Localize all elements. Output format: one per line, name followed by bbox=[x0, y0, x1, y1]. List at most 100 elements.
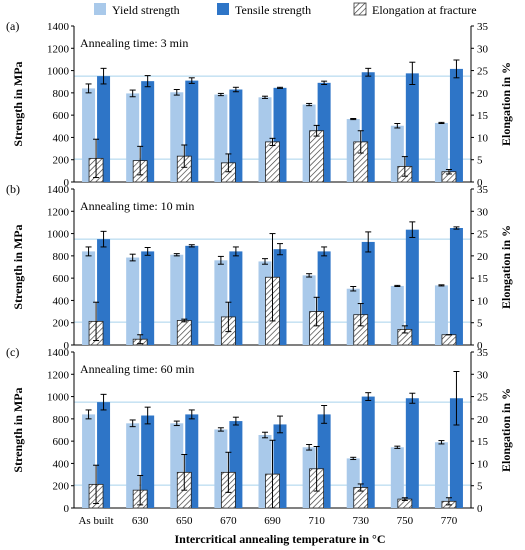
right-tick-label: 20 bbox=[477, 251, 489, 263]
bar-tensile-770 bbox=[449, 68, 463, 182]
chart-panels: 020040060080010001200140005101520253035S… bbox=[6, 19, 513, 527]
right-tick-label: 5 bbox=[477, 481, 483, 493]
panel-label: (a) bbox=[6, 19, 19, 33]
right-tick-label: 5 bbox=[477, 318, 483, 330]
left-tick-label: 0 bbox=[64, 177, 70, 189]
bar-tensile-730 bbox=[361, 396, 375, 508]
x-tick-label: 710 bbox=[308, 515, 325, 527]
right-tick-label: 30 bbox=[477, 206, 489, 218]
right-tick-label: 35 bbox=[477, 21, 489, 33]
left-tick-label: 200 bbox=[53, 155, 70, 167]
left-tick-label: 1200 bbox=[47, 206, 70, 218]
bar-yield-670 bbox=[214, 94, 228, 182]
bar-elongation-690 bbox=[265, 141, 280, 183]
panel-label: (b) bbox=[6, 182, 20, 196]
left-tick-label: 1000 bbox=[47, 392, 70, 404]
x-tick-label: 770 bbox=[441, 515, 458, 527]
x-tick-label: 750 bbox=[397, 515, 414, 527]
bar-tensile-750 bbox=[405, 229, 419, 345]
legend: Yield strength Tensile strength Elongati… bbox=[94, 2, 477, 17]
bar-yield-750 bbox=[390, 447, 404, 508]
left-tick-label: 0 bbox=[64, 340, 70, 352]
right-tick-label: 0 bbox=[477, 340, 483, 352]
right-tick-label: 30 bbox=[477, 43, 489, 55]
panel-annotation: Annealing time: 3 min bbox=[80, 36, 188, 50]
y-axis-label: Strength in MPa bbox=[11, 61, 25, 146]
right-tick-label: 15 bbox=[477, 110, 489, 122]
right-tick-label: 20 bbox=[477, 88, 489, 100]
legend-label-tensile: Tensile strength bbox=[235, 3, 311, 17]
panel-1: 0 200 400 600 800 1000 1200 1400 0 5 10 15 20 25 30 35 S… bbox=[6, 19, 513, 189]
x-tick-label: 670 bbox=[220, 515, 237, 527]
x-tick-label: 650 bbox=[176, 515, 193, 527]
panel-label: (c) bbox=[6, 345, 19, 359]
right-tick-label: 10 bbox=[477, 295, 489, 307]
right-tick-label: 25 bbox=[477, 229, 489, 241]
bar-yield-770 bbox=[434, 442, 448, 508]
bar-elongation-710 bbox=[309, 130, 325, 183]
x-axis-label: Intercritical annealing temperature in °… bbox=[175, 532, 386, 546]
right-tick-label: 0 bbox=[477, 177, 483, 189]
left-tick-label: 200 bbox=[53, 481, 70, 493]
y2-axis-label: Elongation in % bbox=[499, 62, 513, 146]
bar-tensile-As built bbox=[97, 239, 111, 345]
left-tick-label: 1200 bbox=[47, 369, 70, 381]
bar-tensile-As built bbox=[97, 76, 111, 182]
left-tick-label: 800 bbox=[53, 414, 70, 426]
bar-yield-630 bbox=[126, 423, 140, 508]
left-tick-label: 0 bbox=[64, 503, 70, 515]
left-tick-label: 800 bbox=[53, 88, 70, 100]
left-tick-label: 600 bbox=[53, 273, 70, 285]
x-tick-label: As built bbox=[78, 515, 113, 527]
bar-elongation-770 bbox=[441, 334, 457, 346]
right-tick-label: 15 bbox=[477, 273, 489, 285]
bar-yield-770 bbox=[434, 285, 448, 345]
bar-yield-770 bbox=[434, 122, 448, 182]
left-tick-label: 400 bbox=[53, 458, 70, 470]
y-axis-label: Strength in MPa bbox=[11, 387, 25, 472]
panel-annotation: Annealing time: 10 min bbox=[80, 199, 194, 213]
x-tick-label: 730 bbox=[352, 515, 369, 527]
y2-axis-label: Elongation in % bbox=[499, 388, 513, 472]
right-tick-label: 30 bbox=[477, 369, 489, 381]
left-tick-label: 1400 bbox=[47, 21, 70, 33]
right-tick-label: 10 bbox=[477, 458, 489, 470]
legend-swatch-tensile bbox=[217, 3, 229, 15]
right-tick-label: 25 bbox=[477, 66, 489, 78]
right-tick-label: 5 bbox=[477, 155, 483, 167]
bar-tensile-770 bbox=[449, 228, 463, 345]
left-tick-label: 600 bbox=[53, 110, 70, 122]
left-tick-label: 800 bbox=[53, 251, 70, 263]
left-tick-label: 1000 bbox=[47, 66, 70, 78]
right-tick-label: 0 bbox=[477, 503, 483, 515]
bar-tensile-750 bbox=[405, 73, 419, 182]
panel-2: 0 200 400 600 800 1000 1200 1400 0 5 10 15 20 25 30 35 S… bbox=[6, 182, 513, 352]
right-tick-label: 15 bbox=[477, 436, 489, 448]
bar-tensile-670 bbox=[229, 89, 243, 182]
y2-axis-label: Elongation in % bbox=[499, 225, 513, 309]
bar-tensile-770 bbox=[449, 398, 463, 508]
legend-swatch-elongation bbox=[353, 2, 367, 16]
legend-label-yield: Yield strength bbox=[112, 3, 180, 17]
left-tick-label: 1200 bbox=[47, 43, 70, 55]
right-tick-label: 20 bbox=[477, 414, 489, 426]
bar-elongation-650 bbox=[176, 320, 192, 346]
panel-3: 0 200 400 600 800 1000 1200 1400 0 5 10 15 20 25 30 35 S… bbox=[6, 345, 513, 527]
x-tick-label: 630 bbox=[132, 515, 149, 527]
bar-yield-630 bbox=[126, 257, 140, 345]
legend-swatch-yield bbox=[94, 3, 106, 15]
left-tick-label: 400 bbox=[53, 295, 70, 307]
legend-label-elongation: Elongation at fracture bbox=[372, 3, 477, 17]
left-tick-label: 200 bbox=[53, 318, 70, 330]
x-tick-label: 690 bbox=[264, 515, 281, 527]
right-tick-label: 35 bbox=[477, 184, 489, 196]
left-tick-label: 1400 bbox=[47, 347, 70, 359]
bar-yield-630 bbox=[126, 93, 140, 182]
right-tick-label: 35 bbox=[477, 347, 489, 359]
left-tick-label: 400 bbox=[53, 132, 70, 144]
left-tick-label: 1000 bbox=[47, 229, 70, 241]
y-axis-label: Strength in MPa bbox=[11, 224, 25, 309]
left-tick-label: 600 bbox=[53, 436, 70, 448]
panel-annotation: Annealing time: 60 min bbox=[80, 362, 194, 376]
